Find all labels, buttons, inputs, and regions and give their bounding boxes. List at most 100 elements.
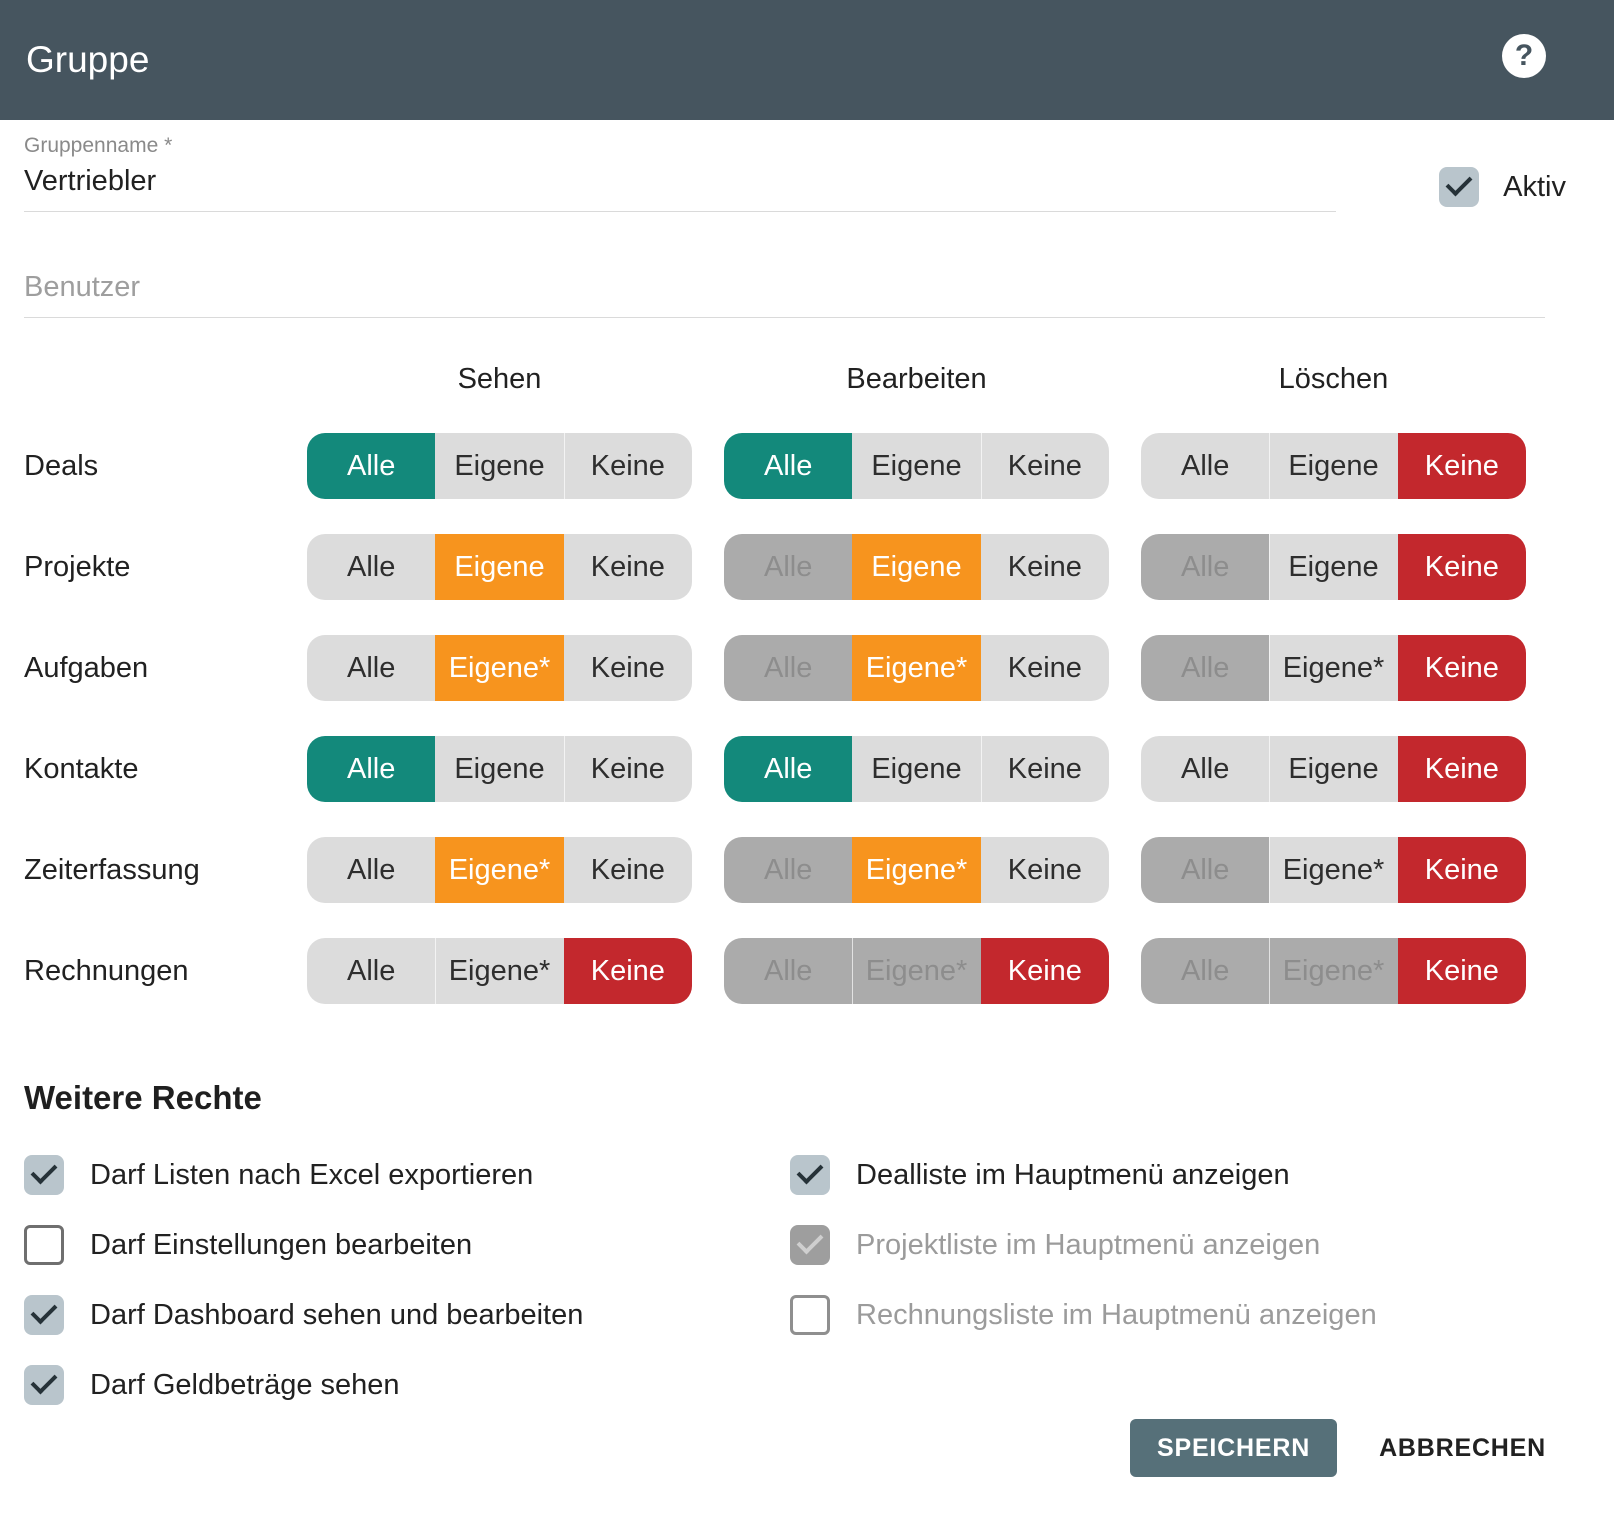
segment-alle[interactable]: Alle xyxy=(307,635,436,701)
segment-eigene[interactable]: Eigene* xyxy=(435,837,564,903)
segment-eigene[interactable]: Eigene* xyxy=(852,837,981,903)
segment-eigene[interactable]: Eigene xyxy=(435,433,564,499)
segment-alle: Alle xyxy=(1141,837,1270,903)
segment-alle: Alle xyxy=(724,635,853,701)
segmented-control: Alle Eigene Keine xyxy=(307,534,692,600)
page-title: Gruppe xyxy=(26,39,150,80)
segmented-control: Alle Eigene Keine xyxy=(1141,534,1526,600)
segment-keine[interactable]: Keine xyxy=(1397,938,1526,1004)
segment-alle[interactable]: Alle xyxy=(307,736,436,802)
segment-alle[interactable]: Alle xyxy=(307,837,436,903)
segment-keine[interactable]: Keine xyxy=(1397,635,1526,701)
segment-keine[interactable]: Keine xyxy=(563,433,692,499)
segment-alle[interactable]: Alle xyxy=(724,433,853,499)
segment-eigene[interactable]: Eigene* xyxy=(435,635,564,701)
segment-eigene: Eigene* xyxy=(1269,938,1398,1004)
segment-eigene: Eigene* xyxy=(852,938,981,1004)
segment-keine[interactable]: Keine xyxy=(563,635,692,701)
segmented-control: Alle Eigene* Keine xyxy=(724,837,1109,903)
segment-eigene[interactable]: Eigene* xyxy=(435,938,564,1004)
active-label: Aktiv xyxy=(1503,170,1566,203)
cancel-button[interactable]: ABBRECHEN xyxy=(1379,1433,1546,1462)
segment-keine[interactable]: Keine xyxy=(1397,433,1526,499)
permissions-matrix: Sehen Bearbeiten Löschen Deals Alle Eigene… xyxy=(0,318,1614,1004)
segment-keine[interactable]: Keine xyxy=(980,837,1109,903)
footer-actions: SPEICHERN ABBRECHEN xyxy=(0,1419,1546,1477)
permission-row-label: Kontakte xyxy=(24,752,139,785)
permission-row-label: Deals xyxy=(24,449,99,482)
segment-eigene[interactable]: Eigene* xyxy=(852,635,981,701)
checkbox xyxy=(790,1295,830,1335)
column-header-bearbeiten: Bearbeiten xyxy=(846,363,987,395)
segment-eigene[interactable]: Eigene xyxy=(435,736,564,802)
checkbox-item: Darf Geldbeträge sehen xyxy=(24,1365,790,1405)
header-bar: Gruppe xyxy=(0,0,1614,120)
checkbox-item: Darf Dashboard sehen und bearbeiten xyxy=(24,1295,790,1335)
segment-keine[interactable]: Keine xyxy=(1397,736,1526,802)
permission-row-label: Aufgaben xyxy=(24,651,149,684)
segmented-control: Alle Eigene* Keine xyxy=(1141,938,1526,1004)
segment-alle: Alle xyxy=(724,938,853,1004)
permission-row-label: Projekte xyxy=(24,550,131,583)
segment-keine[interactable]: Keine xyxy=(563,938,692,1004)
segment-alle[interactable]: Alle xyxy=(307,534,436,600)
segmented-control: Alle Eigene Keine xyxy=(307,736,692,802)
segment-eigene[interactable]: Eigene xyxy=(852,433,981,499)
matrix-column-headers: Sehen Bearbeiten Löschen xyxy=(24,363,1590,396)
segment-keine[interactable]: Keine xyxy=(980,433,1109,499)
segmented-control: Alle Eigene Keine xyxy=(1141,433,1526,499)
segment-alle[interactable]: Alle xyxy=(307,433,436,499)
segment-keine[interactable]: Keine xyxy=(1397,837,1526,903)
column-header-loeschen: Löschen xyxy=(1278,363,1389,395)
segmented-control: Alle Eigene* Keine xyxy=(1141,635,1526,701)
checkbox[interactable] xyxy=(790,1155,830,1195)
group-name-input[interactable] xyxy=(24,158,1336,212)
segment-alle[interactable]: Alle xyxy=(307,938,436,1004)
users-field xyxy=(0,212,1614,318)
segment-eigene[interactable]: Eigene xyxy=(852,736,981,802)
segmented-control: Alle Eigene Keine xyxy=(307,433,692,499)
segmented-control: Alle Eigene Keine xyxy=(724,736,1109,802)
segment-alle[interactable]: Alle xyxy=(1141,736,1270,802)
segment-alle[interactable]: Alle xyxy=(1141,433,1270,499)
segment-keine[interactable]: Keine xyxy=(563,534,692,600)
segmented-control: Alle Eigene* Keine xyxy=(724,635,1109,701)
save-button[interactable]: SPEICHERN xyxy=(1130,1419,1338,1477)
segment-eigene[interactable]: Eigene xyxy=(1269,433,1398,499)
segment-eigene[interactable]: Eigene* xyxy=(1269,837,1398,903)
segment-keine[interactable]: Keine xyxy=(980,534,1109,600)
checkbox-item: Dealliste im Hauptmenü anzeigen xyxy=(790,1155,1377,1195)
segment-eigene[interactable]: Eigene xyxy=(1269,736,1398,802)
segment-keine[interactable]: Keine xyxy=(1397,534,1526,600)
segmented-control: Alle Eigene Keine xyxy=(724,433,1109,499)
segment-keine[interactable]: Keine xyxy=(980,736,1109,802)
help-icon[interactable]: ? xyxy=(1502,34,1546,78)
segmented-control: Alle Eigene Keine xyxy=(1141,736,1526,802)
permissions-grid: Deals Alle Eigene Keine Alle Eigene Keine Alle E… xyxy=(24,433,1590,1004)
segment-keine[interactable]: Keine xyxy=(563,736,692,802)
segment-keine[interactable]: Keine xyxy=(980,635,1109,701)
segment-keine[interactable]: Keine xyxy=(980,938,1109,1004)
checkbox xyxy=(790,1225,830,1265)
checkbox-item: Darf Listen nach Excel exportieren xyxy=(24,1155,790,1195)
checkbox[interactable] xyxy=(24,1155,64,1195)
checkbox[interactable] xyxy=(24,1295,64,1335)
segment-keine[interactable]: Keine xyxy=(563,837,692,903)
segmented-control: Alle Eigene* Keine xyxy=(307,635,692,701)
checkbox-item: Projektliste im Hauptmenü anzeigen xyxy=(790,1225,1377,1265)
segment-eigene[interactable]: Eigene xyxy=(435,534,564,600)
active-checkbox[interactable] xyxy=(1439,167,1480,207)
column-header-sehen: Sehen xyxy=(457,363,542,395)
segment-eigene[interactable]: Eigene xyxy=(1269,534,1398,600)
group-name-row: Gruppenname * Aktiv xyxy=(0,120,1614,212)
users-input[interactable] xyxy=(24,264,1545,318)
checkbox[interactable] xyxy=(24,1225,64,1265)
segment-alle: Alle xyxy=(1141,534,1270,600)
segment-alle[interactable]: Alle xyxy=(724,736,853,802)
checkbox-label: Darf Listen nach Excel exportieren xyxy=(90,1158,534,1191)
segmented-control: Alle Eigene Keine xyxy=(724,534,1109,600)
checkbox[interactable] xyxy=(24,1365,64,1405)
segment-eigene[interactable]: Eigene* xyxy=(1269,635,1398,701)
segment-eigene[interactable]: Eigene xyxy=(852,534,981,600)
checkbox-label: Darf Geldbeträge sehen xyxy=(90,1368,400,1401)
